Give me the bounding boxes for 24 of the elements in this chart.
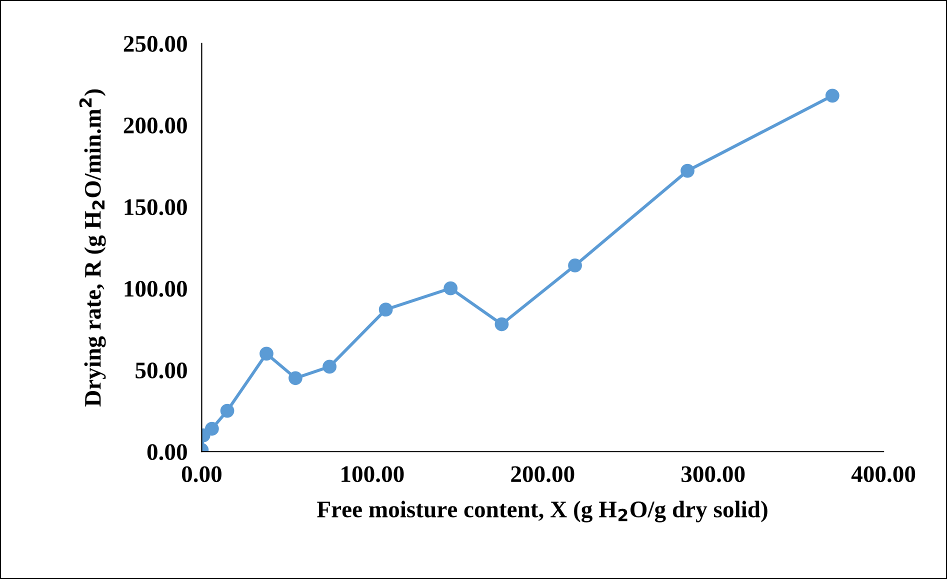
y-tick-label: 250.00 (124, 36, 187, 52)
x-axis-title: Free moisture content, X (g H$_{2}$O/g dry solid) (317, 500, 768, 522)
y-tick-label: 50.00 (136, 362, 187, 379)
point (494, 317, 509, 332)
y-tick-label: 200.00 (124, 118, 187, 134)
x-tick-label: 300.00 (682, 466, 745, 482)
point (288, 371, 302, 386)
point (204, 422, 219, 436)
y-axis-title: Drying rate, R (g H$_{2}$O/min.m$^{2}$) (79, 89, 106, 406)
point (444, 281, 458, 296)
point (260, 346, 274, 361)
y-tick-label: 100.00 (124, 280, 187, 297)
x-tick-label: 0.00 (182, 466, 222, 482)
point (680, 164, 694, 178)
x-tick-label: 100.00 (342, 466, 404, 482)
x-tick-label: 400.00 (851, 466, 916, 482)
y-tick-label: 150.00 (124, 199, 187, 216)
point (378, 302, 393, 317)
point (322, 360, 336, 374)
point (220, 404, 234, 418)
point (825, 88, 840, 103)
x-tick-label: 200.00 (511, 466, 574, 482)
point (568, 258, 582, 272)
y-tick-label: 0.00 (147, 444, 187, 460)
